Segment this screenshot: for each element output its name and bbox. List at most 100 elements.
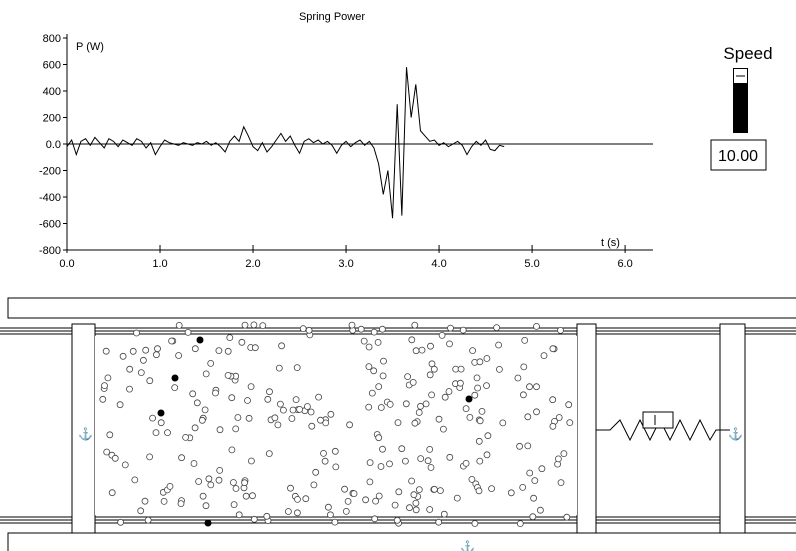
particle [152, 351, 160, 359]
particle [160, 497, 168, 505]
particle [533, 322, 540, 330]
particle [198, 416, 206, 424]
particle [440, 510, 448, 518]
particle [104, 374, 112, 382]
particle [175, 321, 183, 329]
particle [250, 321, 258, 329]
particle [483, 355, 491, 362]
particle [533, 383, 540, 391]
speed-slider[interactable] [733, 68, 748, 133]
particle [193, 399, 201, 407]
particle [521, 336, 529, 344]
particle [344, 497, 352, 505]
y-tick-label: -600 [39, 219, 61, 231]
particle [293, 364, 301, 372]
particle [471, 391, 479, 399]
particle [411, 321, 419, 329]
particle [473, 374, 481, 382]
particle [117, 518, 124, 526]
particle [191, 345, 199, 353]
x-tick-label: 0.0 [59, 258, 74, 270]
particle [312, 468, 320, 476]
particle [395, 488, 403, 496]
particle [331, 518, 339, 526]
particle [263, 512, 271, 520]
particle [524, 442, 532, 450]
particle [101, 382, 108, 390]
particle [409, 378, 417, 386]
particle [557, 479, 565, 487]
particle [368, 389, 376, 397]
particle [365, 343, 373, 351]
particle [292, 396, 300, 404]
x-tick-label: 1.0 [152, 258, 167, 270]
particle [251, 344, 259, 352]
particle [411, 419, 419, 427]
speed-box[interactable] [710, 139, 767, 171]
particle [412, 499, 420, 507]
particle [327, 410, 335, 418]
particle [445, 388, 453, 395]
particle [557, 326, 564, 334]
particle [412, 347, 420, 355]
particle [166, 482, 174, 490]
particle [475, 487, 483, 495]
particle [232, 485, 240, 492]
particle [142, 346, 150, 354]
particle [459, 326, 467, 334]
spring [596, 418, 730, 442]
particle [365, 363, 373, 371]
particle [375, 434, 383, 442]
data-line [66, 67, 505, 219]
particle [439, 425, 447, 433]
particle [168, 337, 176, 345]
particle [488, 485, 496, 493]
particle [144, 516, 152, 524]
particle [331, 447, 339, 455]
particle [417, 402, 424, 410]
particle [422, 400, 430, 408]
particle [565, 401, 573, 409]
particle [141, 497, 149, 505]
tagged-particle [171, 374, 179, 382]
particle [478, 407, 486, 415]
particle [244, 397, 251, 404]
x-tick-label: 6.0 [617, 258, 632, 270]
particle [462, 405, 470, 413]
speed-label: Speed [723, 44, 772, 63]
particle [131, 476, 139, 484]
particle [401, 457, 409, 465]
particle [471, 520, 479, 527]
particle [366, 478, 374, 486]
particle [207, 481, 215, 489]
particle [157, 419, 165, 427]
particle [402, 400, 410, 408]
particle [393, 516, 401, 524]
particle [476, 358, 484, 366]
particle [406, 504, 413, 512]
particle [294, 495, 301, 503]
particle [149, 414, 157, 422]
particle [326, 511, 334, 519]
particle [216, 466, 224, 474]
particle [199, 492, 207, 500]
particle [438, 331, 446, 339]
particle [519, 483, 527, 491]
particle [457, 365, 465, 373]
particle [415, 486, 423, 494]
particle [320, 449, 327, 457]
particle [228, 394, 236, 402]
particle [398, 445, 406, 453]
particle [288, 415, 296, 422]
particle [250, 515, 258, 523]
particle [215, 347, 223, 355]
particle [360, 337, 368, 345]
particle [184, 328, 192, 336]
particle [224, 347, 232, 355]
particle [99, 395, 107, 403]
particle [182, 433, 190, 441]
particle [555, 455, 562, 463]
particle [435, 518, 443, 526]
particle [370, 328, 378, 336]
